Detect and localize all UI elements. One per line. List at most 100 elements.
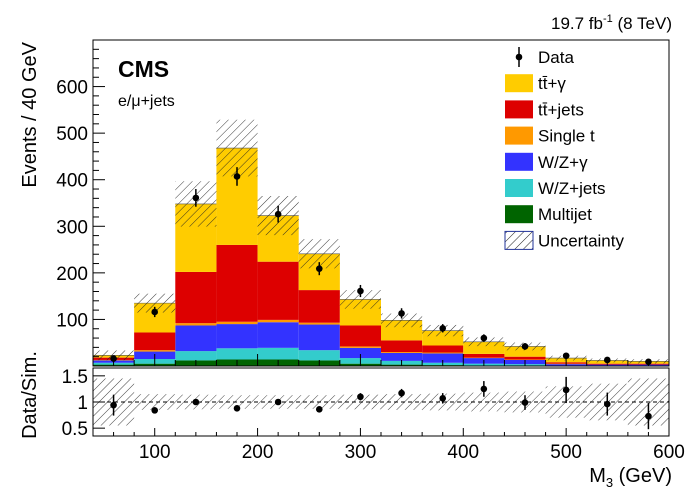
y-tick-label-200: 200	[56, 264, 88, 285]
ratio-point-0	[110, 401, 117, 409]
bar-tt-jets-4	[257, 261, 299, 320]
legend-swatch-w-z	[505, 152, 533, 171]
legend-label-uncertainty: Uncertainty	[538, 231, 624, 250]
x-axis-title-subscript: 3	[606, 475, 613, 490]
main-y-ticks: 100 200 300 400 500 600	[56, 39, 105, 367]
ratio-point-3	[233, 404, 241, 412]
ratio-point-8	[439, 395, 447, 402]
main-x-ticks	[92, 354, 670, 366]
x-tick-label-300: 300	[345, 442, 377, 463]
bar-w-z-jets-4	[257, 347, 299, 360]
bar-tt-10	[504, 346, 546, 357]
bar-w-z-jets-3	[216, 348, 258, 360]
x-axis-title: M3 (GeV)	[589, 465, 672, 490]
ratio-point-9	[480, 385, 488, 393]
bar-single-t-2	[175, 323, 217, 326]
legend-swatch-single-t	[505, 126, 533, 145]
data-point-12	[603, 356, 611, 364]
x-tick-label-500: 500	[550, 442, 582, 463]
data-point-10	[521, 343, 529, 350]
x-tick-label-400: 400	[447, 442, 479, 463]
legend-label-tt: tt̄+γ	[538, 74, 566, 93]
bar-w-z-3	[216, 324, 258, 349]
ratio-uncertainty-9	[463, 392, 505, 412]
ratio-point-4	[274, 398, 282, 406]
ratio-point-13	[645, 412, 652, 420]
bar-tt-jets-9	[463, 353, 505, 358]
bar-single-t-1	[134, 350, 176, 352]
main-panel: 100 200 300 400 500 600 Events / 40 GeV CMS e…	[19, 13, 672, 367]
ratio-panel: 0.5 1 1.5 100 200 300 400 500 600 Data/Sim. M3 …	[19, 351, 685, 490]
ratio-point-1	[151, 407, 159, 414]
bar-single-t-4	[257, 319, 299, 323]
data-point-8	[439, 324, 447, 332]
y-tick-label-400: 400	[56, 171, 88, 192]
bar-tt-jets-5	[298, 290, 340, 323]
bar-single-t-8	[422, 352, 464, 354]
data-point-6	[357, 287, 364, 295]
y-tick-label-600: 600	[56, 78, 88, 99]
x-tick-label-100: 100	[139, 442, 171, 463]
uncertainty-hatch-3	[216, 119, 258, 177]
legend-swatch-tt-jets	[505, 100, 533, 119]
lumi-energy: (8 TeV)	[613, 14, 672, 33]
legend: Data tt̄+γ tt̄+jets Single t W/Z+γ W/Z+jets Mu…	[504, 47, 624, 250]
bar-w-z-8	[422, 353, 464, 363]
bar-tt-jets-3	[216, 244, 258, 322]
bar-w-z-4	[257, 322, 299, 348]
legend-swatch-w-z-jets	[505, 179, 533, 197]
y-tick-label-300: 300	[56, 217, 88, 238]
x-tick-label-600: 600	[653, 442, 685, 463]
data-point-4	[274, 210, 282, 218]
y-tick-label-500: 500	[56, 124, 88, 145]
data-points	[110, 167, 652, 366]
bar-tt-jets-2	[175, 271, 217, 324]
data-point-2	[192, 194, 200, 202]
legend-swatch-tt	[505, 74, 533, 93]
x-axis-title-unit: (GeV)	[613, 465, 672, 487]
y-tick-label-100: 100	[56, 310, 88, 331]
ratio-y-tick-label-1: 1	[77, 393, 88, 414]
legend-label-tt-jets: tt̄+jets	[538, 100, 584, 119]
legend-label-data: Data	[538, 48, 574, 67]
ratio-point-10	[521, 399, 529, 406]
ratio-point-5	[315, 406, 323, 413]
bar-single-t-3	[216, 321, 258, 325]
legend-label-multijet: Multijet	[538, 205, 592, 224]
bar-w-z-2	[175, 325, 217, 352]
ratio-uncertainty-1	[134, 394, 176, 410]
bar-tt-jets-10	[504, 356, 546, 360]
bar-w-z-jets-5	[298, 350, 340, 361]
bar-w-z-6	[339, 347, 381, 359]
bar-w-z-5	[298, 324, 340, 351]
data-point-3	[233, 173, 241, 180]
bar-single-t-6	[339, 346, 381, 348]
ratio-y-ticks: 0.5 1 1.5	[62, 367, 105, 440]
ratio-x-ticks: 100 200 300 400 500 600	[92, 428, 685, 463]
legend-label-single-t: Single t	[538, 127, 595, 146]
legend-swatch-multijet	[505, 205, 533, 224]
data-point-5	[315, 265, 323, 272]
bar-w-z-jets-2	[175, 351, 217, 361]
bar-w-z-7	[381, 352, 423, 361]
bar-tt-jets-1	[134, 332, 176, 351]
ratio-y-axis-title: Data/Sim.	[19, 351, 41, 439]
x-tick-label-200: 200	[242, 442, 274, 463]
legend-swatch-uncertainty	[504, 230, 534, 250]
ratio-point-12	[603, 400, 611, 408]
ratio-point-11	[562, 386, 570, 394]
ratio-y-tick-label-1.5: 1.5	[62, 367, 88, 388]
uncertainty-hatch-7	[381, 313, 423, 328]
uncertainty-hatch-1	[134, 293, 176, 313]
legend-label-w-z-jets: W/Z+jets	[538, 179, 606, 198]
lumi-exponent: -1	[603, 13, 613, 25]
uncertainty-hatch-6	[339, 290, 381, 309]
lumi-value: 19.7 fb	[551, 14, 603, 33]
bar-tt-jets-8	[422, 345, 464, 353]
bar-tt-jets-7	[381, 340, 423, 353]
bar-single-t-5	[298, 322, 340, 325]
cms-label: CMS	[118, 56, 169, 82]
main-y-axis-title: Events / 40 GeV	[19, 41, 41, 187]
ratio-point-2	[192, 398, 200, 406]
